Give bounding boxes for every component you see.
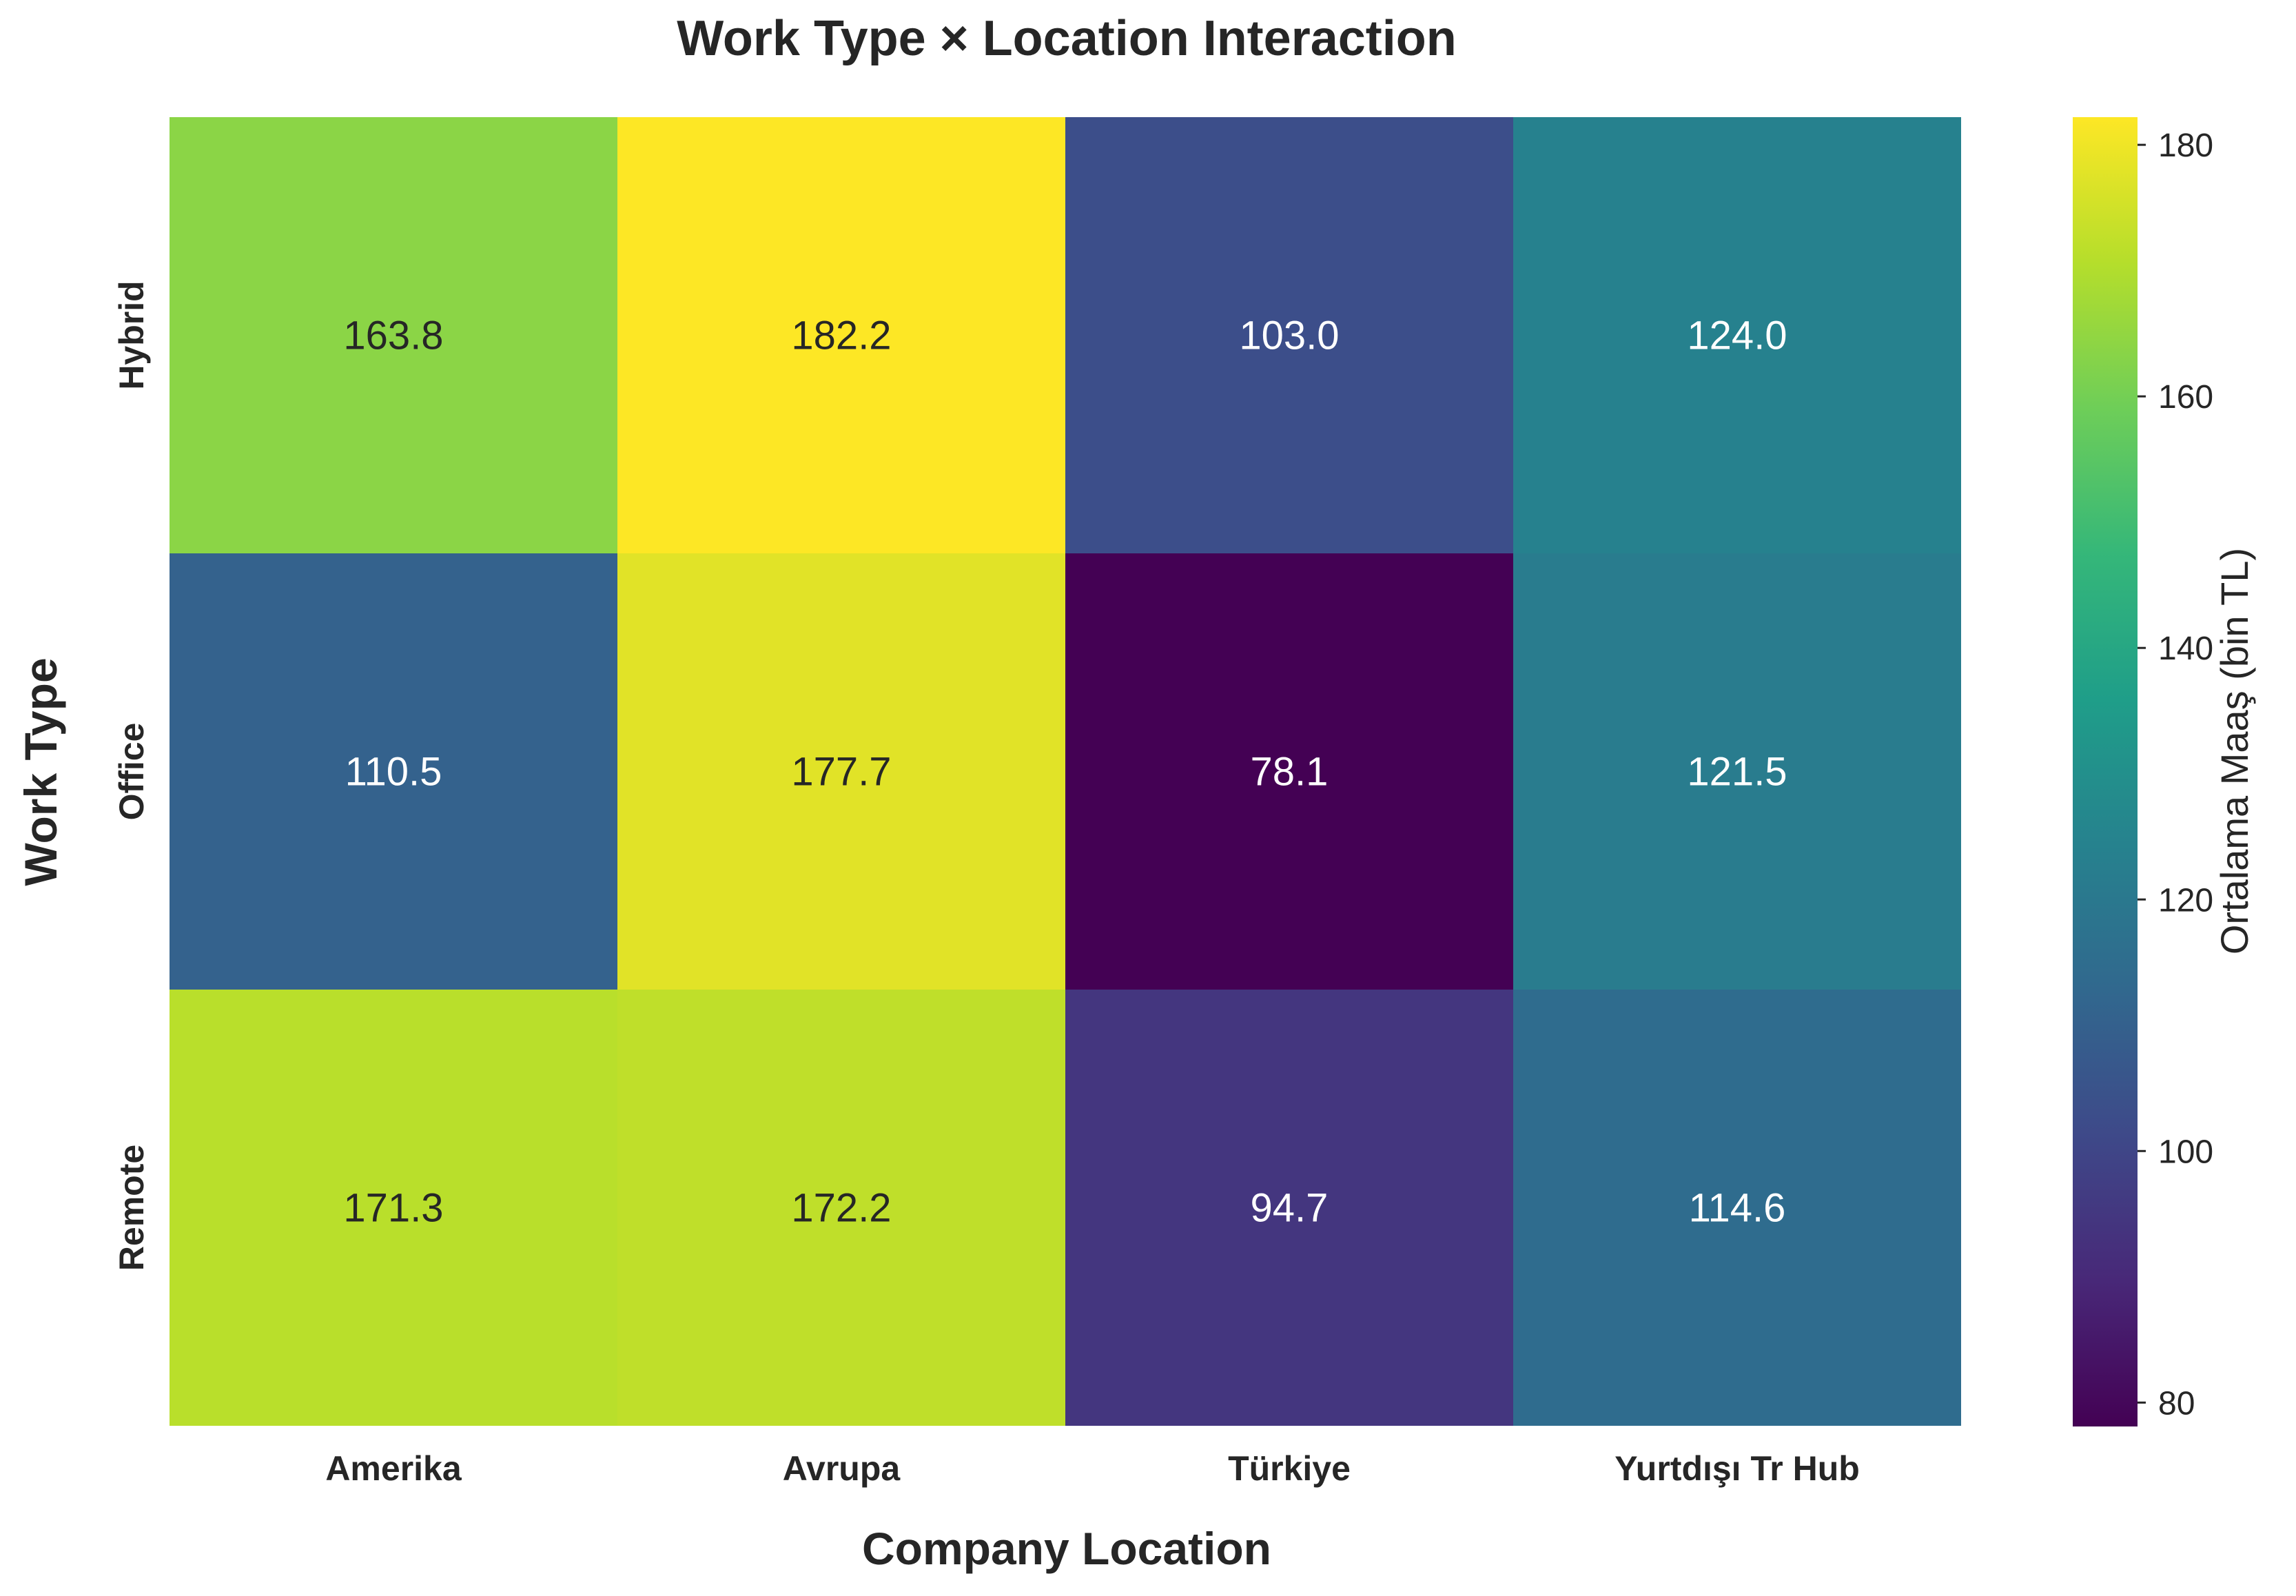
chart-title: Work Type × Location Interaction: [677, 11, 1457, 66]
colorbar-tick-label: 80: [2158, 1385, 2195, 1422]
heatmap-cell-remote-avrupa: [617, 990, 1065, 1426]
cell-value-label: 124.0: [1687, 314, 1787, 358]
cell-value-label: 172.2: [791, 1186, 891, 1231]
heatmap-cell-hybrid-yurtd-tr-hub: [1513, 117, 1961, 553]
heatmap-cell-office-yurtd-tr-hub: [1513, 553, 1961, 990]
heatmap-cells: 163.8 182.2 103.0 124.0 110.5 177.7 78.1 121.5 1…: [170, 117, 1961, 1426]
heatmap-cell-office-amerika: [170, 553, 617, 990]
cell-value-label: 182.2: [791, 314, 891, 358]
x-tick-label: Yurtdışı Tr Hub: [1615, 1449, 1860, 1488]
cell-value-label: 163.8: [343, 314, 443, 358]
colorbar: 80 100 120 140 160 180: [2073, 117, 2213, 1426]
colorbar-tick-label: 180: [2158, 127, 2213, 164]
cell-value-label: 171.3: [343, 1186, 443, 1231]
heatmap-cell-remote-yurtd-tr-hub: [1513, 990, 1961, 1426]
colorbar-label: Ortalama Maaş (bin TL): [2213, 548, 2256, 954]
colorbar-tick-label: 160: [2158, 379, 2213, 416]
cell-value-label: 121.5: [1687, 750, 1787, 795]
colorbar-tick-label: 140: [2158, 631, 2213, 667]
x-tick-label: Avrupa: [783, 1449, 901, 1488]
x-tick-labels: Amerika Avrupa Türkiye Yurtdışı Tr Hub: [325, 1449, 1859, 1488]
cell-value-label: 177.7: [791, 750, 891, 795]
cell-value-label: 103.0: [1239, 314, 1339, 358]
heatmap-cell-remote-amerika: [170, 990, 617, 1426]
heatmap-cell-hybrid-avrupa: [617, 117, 1065, 553]
heatmap-cell-office-t-rkiye: [1065, 553, 1513, 990]
y-tick-label: Hybrid: [112, 280, 151, 389]
y-tick-label: Remote: [112, 1145, 151, 1271]
x-axis-title: Company Location: [862, 1523, 1271, 1574]
heatmap-cell-remote-t-rkiye: [1065, 990, 1513, 1426]
cell-value-label: 110.5: [345, 750, 442, 795]
colorbar-tick-label: 120: [2158, 882, 2213, 919]
heatmap-cell-hybrid-t-rkiye: [1065, 117, 1513, 553]
cell-value-label: 114.6: [1689, 1186, 1786, 1231]
y-axis-title: Work Type: [15, 657, 66, 886]
y-tick-label: Office: [112, 723, 151, 821]
colorbar-tick-label: 100: [2158, 1134, 2213, 1170]
x-tick-label: Türkiye: [1228, 1449, 1351, 1488]
cell-value-label: 94.7: [1251, 1186, 1329, 1231]
heatmap-cell-hybrid-amerika: [170, 117, 617, 553]
colorbar-gradient: [2073, 117, 2138, 1426]
heatmap-cell-office-avrupa: [617, 553, 1065, 990]
y-tick-labels: Hybrid Office Remote: [112, 280, 151, 1271]
cell-value-label: 78.1: [1251, 750, 1329, 795]
x-tick-label: Amerika: [325, 1449, 462, 1488]
